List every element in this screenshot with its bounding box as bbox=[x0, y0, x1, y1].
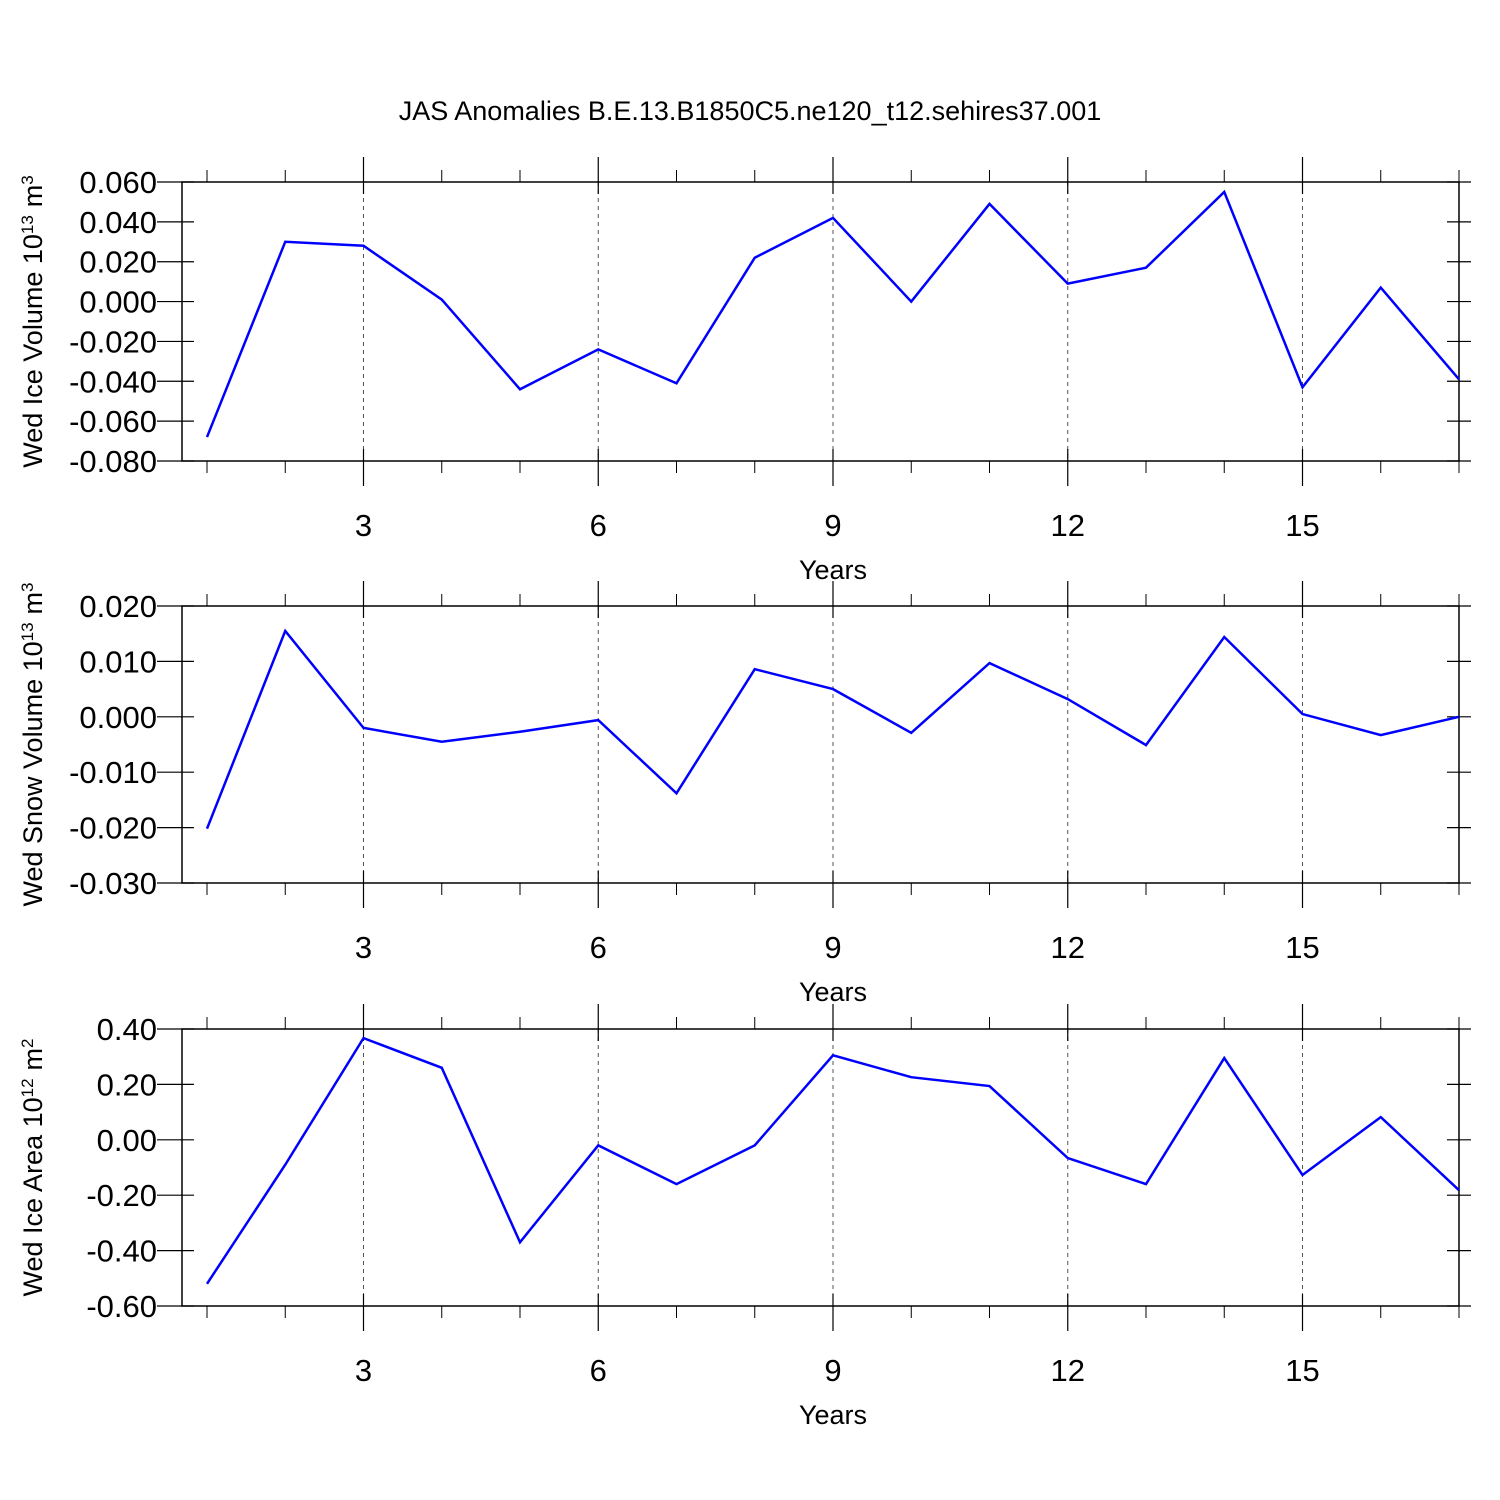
y-axis-label: Wed Ice Volume 1013 m3 bbox=[18, 175, 49, 468]
y-tick-label: 0.020 bbox=[79, 245, 157, 280]
x-tick-label: 9 bbox=[824, 1353, 841, 1388]
y-tick-label: 0.20 bbox=[97, 1067, 157, 1102]
x-tick-label: 15 bbox=[1285, 508, 1319, 543]
x-tick-label: 15 bbox=[1285, 1353, 1319, 1388]
y-tick-label: -0.030 bbox=[69, 866, 157, 901]
plot-frame bbox=[181, 181, 1460, 462]
y-tick-label: -0.40 bbox=[86, 1234, 157, 1269]
data-line bbox=[205, 1036, 1460, 1285]
y-axis-label: Wed Ice Area 1012 m2 bbox=[18, 1038, 49, 1296]
figure-title: JAS Anomalies B.E.13.B1850C5.ne120_t12.s… bbox=[399, 96, 1102, 126]
y-label-part: 2 bbox=[18, 1038, 37, 1047]
y-tick-label: 0.000 bbox=[79, 285, 157, 320]
data-line bbox=[205, 628, 1460, 830]
y-tick-label: -0.040 bbox=[69, 364, 157, 399]
y-tick-label: 0.010 bbox=[79, 644, 157, 679]
y-tick-label: 0.00 bbox=[97, 1123, 157, 1158]
y-tick-label: 0.060 bbox=[79, 165, 157, 200]
x-tick-label: 6 bbox=[590, 1353, 607, 1388]
y-label-part: m bbox=[18, 592, 48, 615]
y-label-part: m bbox=[18, 185, 48, 208]
y-label-part: 13 bbox=[18, 622, 37, 641]
x-tick-label: 3 bbox=[355, 930, 372, 965]
y-axis-label: Wed Snow Volume 1013 m3 bbox=[18, 582, 49, 906]
y-tick-label: 0.020 bbox=[79, 589, 157, 624]
y-tick-label: -0.080 bbox=[69, 444, 157, 479]
x-tick-label: 6 bbox=[590, 508, 607, 543]
y-tick-label: -0.020 bbox=[69, 324, 157, 359]
y-label-part: Wed Ice Volume 10 bbox=[18, 234, 48, 468]
y-tick-label: -0.020 bbox=[69, 811, 157, 846]
y-tick-label: -0.60 bbox=[86, 1289, 157, 1324]
plot-frame bbox=[181, 605, 1460, 884]
y-tick-label: 0.000 bbox=[79, 700, 157, 735]
x-tick-label: 3 bbox=[355, 1353, 372, 1388]
y-label-part: 3 bbox=[18, 175, 37, 184]
y-tick-label: -0.20 bbox=[86, 1178, 157, 1213]
x-tick-label: 9 bbox=[824, 930, 841, 965]
y-label-part: 3 bbox=[18, 582, 37, 591]
y-tick-label: 0.40 bbox=[97, 1012, 157, 1047]
x-tick-label: 12 bbox=[1051, 930, 1085, 965]
y-label-part: m bbox=[18, 1048, 48, 1071]
y-label-part: Wed Ice Area 10 bbox=[18, 1097, 48, 1296]
x-tick-label: 6 bbox=[590, 930, 607, 965]
x-tick-label: 12 bbox=[1051, 508, 1085, 543]
x-tick-label: 12 bbox=[1051, 1353, 1085, 1388]
y-tick-label: 0.040 bbox=[79, 205, 157, 240]
x-axis-label: Years bbox=[799, 1400, 867, 1430]
x-axis-label: Years bbox=[799, 555, 867, 585]
y-tick-label: -0.060 bbox=[69, 404, 157, 439]
data-line bbox=[205, 189, 1460, 438]
x-axis-label: Years bbox=[799, 977, 867, 1007]
y-label-part: 13 bbox=[18, 215, 37, 234]
y-label-part: Wed Snow Volume 10 bbox=[18, 641, 48, 906]
x-tick-label: 9 bbox=[824, 508, 841, 543]
plot-frame bbox=[181, 1028, 1460, 1307]
y-label-part: 12 bbox=[18, 1078, 37, 1097]
y-tick-label: -0.010 bbox=[69, 755, 157, 790]
x-tick-label: 3 bbox=[355, 508, 372, 543]
x-tick-label: 15 bbox=[1285, 930, 1319, 965]
